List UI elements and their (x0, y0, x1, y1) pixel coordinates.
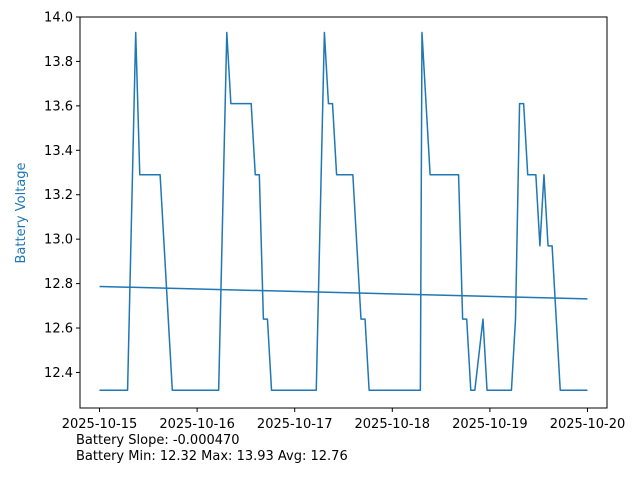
x-tick-label: 2025-10-20 (550, 417, 626, 432)
y-tick-label: 13.2 (44, 188, 73, 203)
y-tick-label: 13.8 (44, 55, 73, 70)
y-tick-label: 13.0 (44, 233, 73, 248)
battery-range-text: Battery Min: 12.32 Max: 13.93 Avg: 12.76 (76, 449, 348, 464)
y-axis-title: Battery Voltage (14, 162, 29, 263)
x-tick-label: 2025-10-16 (159, 417, 235, 432)
y-tick-label: 14.0 (44, 11, 73, 26)
y-tick-label: 13.4 (44, 144, 73, 159)
y-tick-label: 12.4 (44, 366, 73, 381)
plot-frame (79, 16, 608, 409)
voltage-series-line (99, 31, 588, 391)
x-tick-label: 2025-10-19 (452, 417, 528, 432)
y-tick-label: 13.6 (44, 99, 73, 114)
voltage-trend-line (99, 285, 588, 300)
y-tick-label: 12.8 (44, 277, 73, 292)
y-tick-label: 12.6 (44, 322, 73, 337)
x-tick-label: 2025-10-18 (355, 417, 431, 432)
x-tick-label: 2025-10-17 (257, 417, 333, 432)
x-tick-label: 2025-10-15 (62, 417, 138, 432)
battery-slope-text: Battery Slope: -0.000470 (76, 433, 240, 448)
